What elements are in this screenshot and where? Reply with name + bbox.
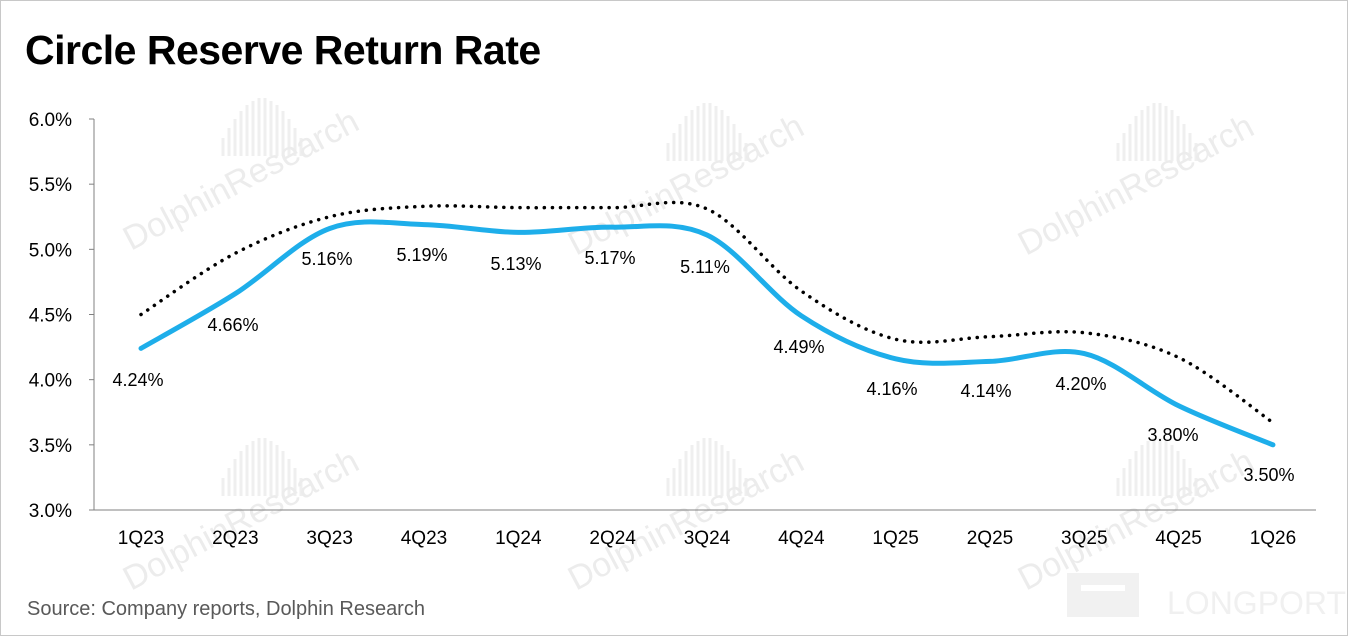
x-tick-label: 3Q25 xyxy=(1061,528,1107,549)
x-tick-label: 1Q23 xyxy=(118,528,164,549)
data-label: 4.20% xyxy=(1055,374,1106,394)
x-tick-label: 3Q23 xyxy=(306,528,352,549)
watermark-logo xyxy=(666,438,748,496)
y-tick-label: 5.5% xyxy=(29,175,72,196)
y-tick-label: 4.0% xyxy=(29,371,72,392)
x-tick-label: 4Q25 xyxy=(1155,528,1201,549)
y-tick-label: 3.5% xyxy=(29,436,72,457)
data-label: 5.17% xyxy=(584,248,635,268)
watermark: DolphinResearch xyxy=(117,438,365,598)
watermark-logo xyxy=(1116,438,1198,496)
watermark: DolphinResearch xyxy=(562,438,810,598)
watermark: DolphinResearch xyxy=(117,98,365,258)
data-label: 4.14% xyxy=(960,381,1011,401)
brand-text: LONGPORT xyxy=(1167,585,1346,621)
y-tick-label: 3.0% xyxy=(29,501,72,522)
watermark-logo xyxy=(666,103,748,161)
x-tick-label: 1Q26 xyxy=(1250,528,1296,549)
x-tick-label: 1Q24 xyxy=(495,528,542,549)
x-tick-label: 1Q25 xyxy=(872,528,918,549)
watermark: DolphinResearch xyxy=(1012,103,1260,263)
x-tick-label: 2Q24 xyxy=(589,528,636,549)
x-tick-label: 4Q23 xyxy=(401,528,447,549)
watermark: DolphinResearch xyxy=(562,103,810,263)
y-tick-label: 6.0% xyxy=(29,110,72,131)
brand-logo xyxy=(1067,573,1139,617)
data-label: 5.11% xyxy=(680,257,730,277)
chart-labels: 4.24% 4.66% 5.16% 5.19% 5.13% 5.17% 5.11% 4.49%… xyxy=(112,245,1294,485)
data-label: 5.13% xyxy=(490,254,541,274)
data-label: 3.50% xyxy=(1243,465,1294,485)
data-label: 4.66% xyxy=(207,315,258,335)
data-label: 4.24% xyxy=(112,370,163,390)
main-series-line xyxy=(138,219,1276,448)
watermark-logo xyxy=(221,438,303,496)
data-label: 3.80% xyxy=(1147,425,1198,445)
chart-title: Circle Reserve Return Rate xyxy=(25,27,541,73)
data-label: 4.49% xyxy=(773,337,824,357)
data-label: 5.16% xyxy=(301,249,352,269)
data-label: 4.16% xyxy=(866,379,917,399)
x-tick-label: 4Q24 xyxy=(778,528,825,549)
watermark-logo xyxy=(1116,103,1198,161)
brand-watermark: LONGPORT xyxy=(1067,573,1346,621)
data-label: 5.19% xyxy=(396,245,447,265)
watermark-logo xyxy=(221,98,303,156)
x-tick-label: 3Q24 xyxy=(684,528,731,549)
source-note: Source: Company reports, Dolphin Researc… xyxy=(27,598,425,620)
x-tick-label: 2Q23 xyxy=(212,528,258,549)
chart-series xyxy=(138,200,1276,448)
y-tick-label: 4.5% xyxy=(29,306,72,327)
y-tick-label: 5.0% xyxy=(29,240,72,261)
chart-axes: 6.0% 5.5% 5.0% 4.5% 4.0% 3.5% 3.0% 1Q23 2Q23 3Q23… xyxy=(29,110,1316,549)
x-tick-label: 2Q25 xyxy=(967,528,1013,549)
